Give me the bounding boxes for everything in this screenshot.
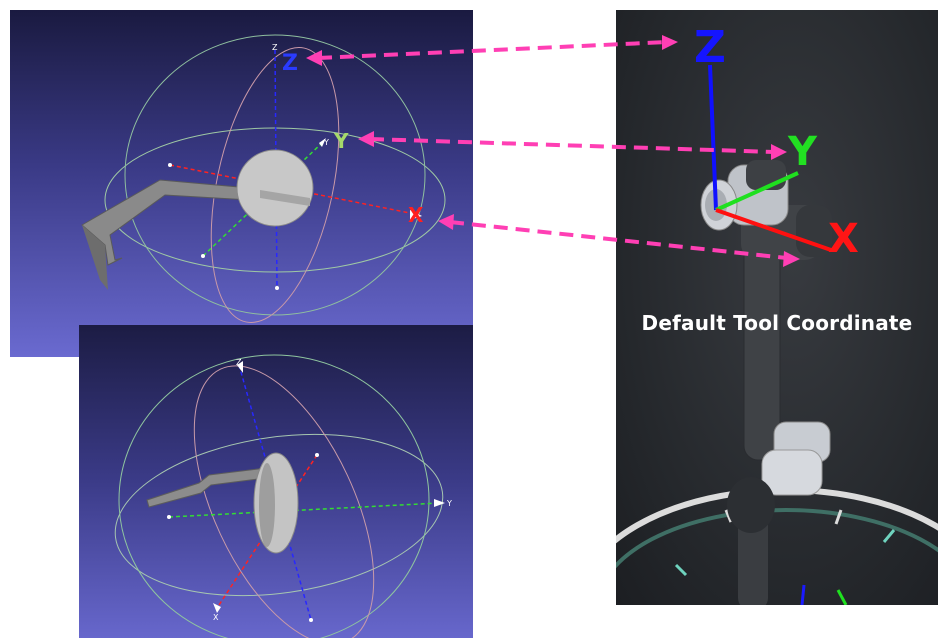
axis-x-end-dot: [168, 163, 172, 167]
axis-z-end-dot: [309, 618, 313, 622]
flange-bracket: [259, 463, 275, 547]
base-tick: [882, 529, 896, 543]
axis-x-line: [218, 454, 318, 606]
axis-y-arrowhead: [434, 499, 445, 507]
base-axis-y: [836, 589, 848, 605]
tick-z-label: Z: [236, 358, 242, 367]
axis-y-end-dot: [167, 515, 171, 519]
tool-axis-y: [715, 171, 799, 212]
base-tick: [674, 563, 688, 577]
gizmo-ring-green: [118, 354, 430, 638]
robot-viewport: Z Y X: [616, 10, 938, 605]
gizmo-ring-horizontal: [114, 433, 444, 597]
viewport-bottom-left: Z Y X: [79, 325, 473, 638]
axis-y-line: [168, 502, 440, 518]
gizmo-ring-green: [124, 34, 426, 316]
viewport-top-left: Z Y Z Y X: [10, 10, 473, 357]
top-left-scene: Z Y Z Y X: [81, 34, 446, 323]
base-axis-z: [800, 584, 806, 605]
tick-y-label: Y: [323, 138, 329, 147]
flange-disc: [236, 149, 314, 227]
base-ring-outer: [616, 487, 938, 544]
label-z: Z: [282, 51, 298, 76]
axis-y-end-dot: [201, 254, 205, 258]
axis-y-arrowhead: [319, 138, 326, 147]
tool-label-x: X: [828, 216, 859, 262]
gripper-arm: [81, 179, 251, 266]
axis-x-arrowhead: [410, 210, 422, 220]
gizmo-ring-red: [193, 365, 375, 638]
bottom-left-scene: Z Y X: [114, 354, 452, 638]
gripper-finger: [82, 225, 108, 290]
tick-y-label: Y: [446, 499, 452, 508]
tool-label-z: Z: [694, 22, 726, 73]
tool-label-y: Y: [787, 129, 818, 175]
base-tick: [834, 509, 843, 525]
axis-z-end-dot: [275, 286, 279, 290]
axis-x-arrowhead: [213, 603, 221, 613]
base-tick: [724, 509, 733, 523]
axis-x-end-dot: [315, 453, 319, 457]
base-ring-teal: [616, 508, 938, 569]
axis-z-line: [238, 364, 312, 621]
tick-x-label: X: [213, 613, 219, 622]
label-x: X: [408, 203, 424, 227]
robot-joint-lower: [761, 449, 823, 496]
flange-bracket: [260, 190, 310, 206]
caption-default-tool-coordinate: Default Tool Coordinate: [641, 311, 913, 335]
robot-joint-side: [796, 205, 832, 257]
robot-joint-cap: [727, 477, 775, 533]
axis-z-arrowhead: [237, 361, 243, 373]
label-y: Y: [333, 129, 349, 153]
tick-z-label: Z: [272, 43, 278, 52]
robot-scene: Z Y X: [616, 22, 938, 605]
robot-upper-link: [743, 239, 781, 461]
